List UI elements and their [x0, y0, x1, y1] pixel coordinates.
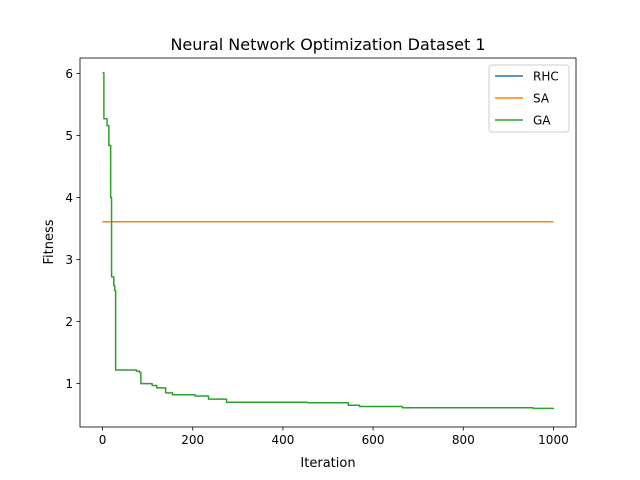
legend-label-ga: GA	[533, 114, 551, 128]
y-tick-label: 1	[65, 377, 73, 391]
x-tick-label: 1000	[538, 433, 569, 447]
series-line-ga	[102, 72, 555, 410]
x-axis-label: Iteration	[300, 456, 355, 471]
x-tick-label: 800	[452, 433, 475, 447]
plot-lines	[102, 72, 555, 410]
chart-title: Neural Network Optimization Dataset 1	[170, 35, 485, 54]
y-tick-label: 4	[65, 191, 73, 205]
y-tick-label: 6	[65, 67, 73, 81]
x-tick-label: 400	[271, 433, 294, 447]
y-tick-label: 5	[65, 129, 73, 143]
legend: RHC SA GA	[488, 64, 570, 133]
y-tick-label: 2	[65, 315, 73, 329]
x-tick-label: 600	[362, 433, 385, 447]
x-tick-label: 200	[181, 433, 204, 447]
axes: 0 200 400 600 800 1000 1 2 3 4 5 6	[65, 57, 577, 447]
y-axis-label: Fitness	[42, 219, 57, 264]
legend-label-sa: SA	[533, 92, 550, 106]
legend-label-rhc: RHC	[533, 70, 559, 84]
y-tick-label: 3	[65, 253, 73, 267]
axes-frame	[79, 57, 577, 428]
legend-box	[488, 64, 570, 133]
x-tick-label: 0	[99, 433, 107, 447]
